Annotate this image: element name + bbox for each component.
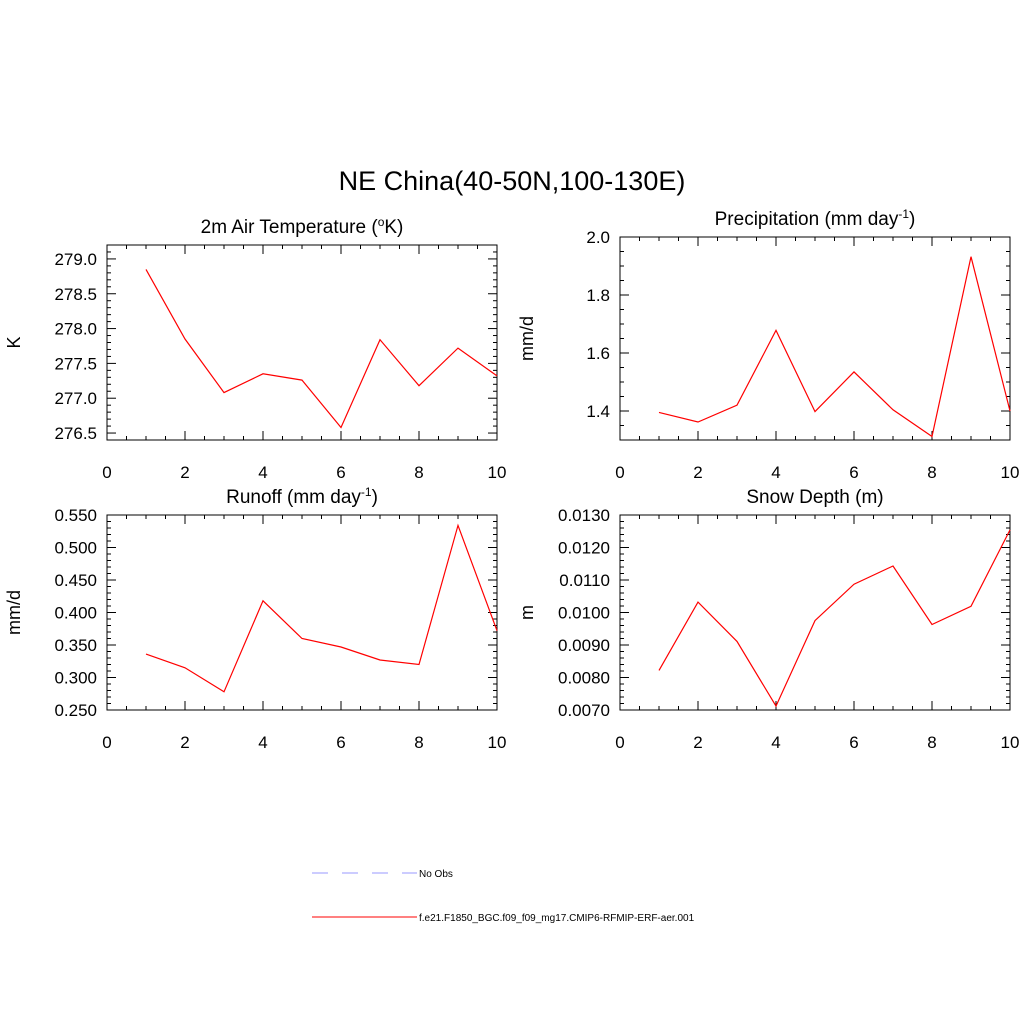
ticks	[106, 244, 498, 441]
y-tick-label: 0.500	[54, 539, 97, 558]
x-tick-label: 4	[258, 733, 267, 752]
panel-precipitation: 0 2 4 6 8 10 1.4 1.6 1.8 2.0 Precipitation (mm day…	[517, 207, 1019, 482]
panel-runoff: 0 2 4 6 8 10 0.250 0.300 0.350 0.400 0.450 0.500 0.5…	[4, 485, 506, 752]
x-tick-label: 8	[414, 733, 423, 752]
plot-frame	[619, 236, 1011, 441]
figure-title: NE China(40-50N,100-130E)	[339, 166, 686, 196]
legend-item: No Obs	[312, 869, 453, 880]
y-axis-label: mm/d	[4, 590, 24, 635]
panel-title: Snow Depth (m)	[746, 487, 883, 508]
x-tick-label: 6	[336, 733, 345, 752]
legend-label: f.e21.F1850_BGC.f09_f09_mg17.CMIP6-RFMIP…	[419, 913, 695, 924]
series-line	[145, 523, 498, 693]
ticks	[106, 514, 498, 711]
panel-air-temperature: 0 2 4 6 8 10 276.5 277.0 277.5 278.0 278.5 279.0 2m …	[4, 215, 506, 482]
x-tick-label: 8	[414, 463, 423, 482]
y-tick-label: 2.0	[586, 228, 610, 247]
y-tick-label: 1.8	[586, 286, 610, 305]
x-tick-label: 2	[180, 463, 189, 482]
x-tick-label: 2	[693, 733, 702, 752]
x-tick-label: 4	[771, 463, 780, 482]
y-tick-label: 278.0	[54, 320, 97, 339]
y-tick-label: 0.400	[54, 604, 97, 623]
y-tick-label: 277.5	[54, 354, 97, 373]
panels: 0 2 4 6 8 10 276.5 277.0 277.5 278.0 278.5 279.0 2m …	[4, 207, 1019, 752]
x-tick-label: 0	[102, 463, 111, 482]
y-tick-label: 0.450	[54, 571, 97, 590]
y-axis-label: mm/d	[517, 316, 537, 361]
legend-item: f.e21.F1850_BGC.f09_f09_mg17.CMIP6-RFMIP…	[312, 913, 695, 924]
x-tick-label: 10	[488, 733, 507, 752]
legend-label: No Obs	[419, 869, 453, 880]
y-axis-label: K	[4, 336, 24, 348]
y-tick-label: 0.250	[54, 701, 97, 720]
panel-title: Precipitation (mm day-1)	[715, 207, 916, 230]
panel-title: 2m Air Temperature (oK)	[201, 215, 404, 238]
panel-title: Runoff (mm day-1)	[226, 485, 378, 508]
panel-snow-depth: 0 2 4 6 8 10 0.0070 0.0080 0.0090 0.0100 0.0110 0.0…	[517, 487, 1019, 752]
x-tick-label: 0	[615, 463, 624, 482]
y-tick-label: 0.300	[54, 669, 97, 688]
series-line	[145, 269, 498, 429]
panel-title-tail: )	[909, 209, 915, 230]
y-tick-label: 0.0130	[558, 506, 610, 525]
x-tick-label: 8	[927, 733, 936, 752]
y-tick-label: 0.0120	[558, 539, 610, 558]
y-tick-label: 0.0100	[558, 604, 610, 623]
y-tick-label: 0.0080	[558, 669, 610, 688]
series-line	[658, 529, 1011, 708]
panel-title-tail: K)	[384, 217, 403, 238]
x-tick-label: 4	[258, 463, 267, 482]
panel-title-main: Precipitation (mm day	[715, 209, 899, 230]
y-tick-label: 1.4	[586, 402, 610, 421]
plot-frame	[106, 244, 498, 441]
y-tick-label: 0.550	[54, 506, 97, 525]
y-tick-label: 278.5	[54, 285, 97, 304]
y-axis-label: m	[517, 605, 537, 620]
y-tick-label: 277.0	[54, 389, 97, 408]
ticks	[619, 514, 1011, 711]
x-tick-label: 2	[180, 733, 189, 752]
x-tick-label: 6	[336, 463, 345, 482]
y-tick-label: 1.6	[586, 344, 610, 363]
x-tick-label: 6	[849, 463, 858, 482]
x-tick-label: 6	[849, 733, 858, 752]
x-tick-label: 0	[102, 733, 111, 752]
y-tick-label: 0.0090	[558, 636, 610, 655]
plot-frame	[106, 514, 498, 711]
panel-title-main: 2m Air Temperature (	[201, 217, 379, 238]
y-tick-label: 0.350	[54, 636, 97, 655]
panel-title-superscript: o	[378, 215, 385, 229]
x-tick-label: 10	[1001, 733, 1020, 752]
x-tick-label: 4	[771, 733, 780, 752]
panel-title-main: Snow Depth (m)	[746, 487, 883, 508]
ticks	[619, 236, 1011, 441]
y-tick-label: 279.0	[54, 250, 97, 269]
panel-title-superscript: -1	[898, 207, 909, 221]
y-tick-label: 0.0070	[558, 701, 610, 720]
x-tick-label: 10	[1001, 463, 1020, 482]
series-line	[658, 256, 1011, 438]
panel-title-main: Runoff (mm day	[226, 487, 361, 508]
panel-title-tail: )	[372, 487, 378, 508]
panel-title-superscript: -1	[361, 485, 372, 499]
y-tick-label: 0.0110	[559, 571, 610, 590]
plot-frame	[619, 514, 1011, 711]
x-tick-label: 0	[615, 733, 624, 752]
x-tick-label: 10	[488, 463, 507, 482]
x-tick-label: 8	[927, 463, 936, 482]
y-tick-label: 276.5	[54, 424, 97, 443]
legend: No Obs f.e21.F1850_BGC.f09_f09_mg17.CMIP6…	[312, 869, 695, 924]
x-tick-label: 2	[693, 463, 702, 482]
